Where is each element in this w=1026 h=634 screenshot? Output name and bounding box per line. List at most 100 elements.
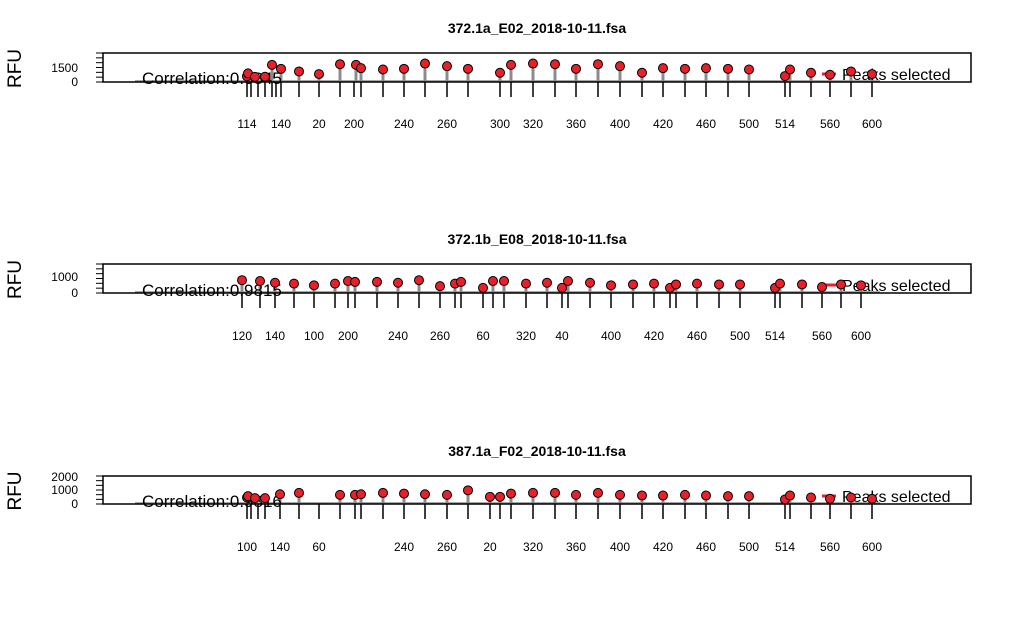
selected-peak-point [495, 67, 505, 78]
selected-peak-point [615, 61, 625, 72]
y-axis-label: RFU [5, 49, 26, 88]
selected-peak-point [488, 276, 498, 287]
trace-peak [809, 73, 813, 82]
selected-peak-point [335, 489, 345, 500]
ladder-tick-label: 600 [851, 329, 871, 343]
ladder-tick-label: 200 [338, 329, 358, 343]
ladder-tick-label: 300 [490, 117, 510, 131]
y-tick-label: 2000 [51, 470, 78, 484]
correlation-label: Correlation:0.9815 [142, 281, 282, 300]
ladder-tick-label: 420 [653, 540, 673, 554]
selected-peak-point [701, 63, 711, 74]
trace-peak [445, 495, 449, 504]
trace-peak [788, 70, 792, 82]
selected-peak-point [294, 66, 304, 77]
selected-peak-point [785, 490, 795, 501]
trace-peak [417, 281, 421, 293]
selected-peak-point [335, 59, 345, 70]
trace-peak [445, 67, 449, 82]
selected-peak-point [628, 279, 638, 290]
selected-peak-point [692, 278, 702, 289]
ladder-tick-label: 420 [644, 329, 664, 343]
selected-peak-point [658, 490, 668, 501]
plot-frame [102, 475, 972, 505]
ladder-tick-label: 560 [820, 117, 840, 131]
selected-peak-point [680, 489, 690, 500]
panel-2: 372.1b_E08_2018-10-11.fsa RFU 0 1000 Correla… [5, 231, 972, 343]
ladder-tick-label: 400 [610, 540, 630, 554]
selected-peak-point [658, 63, 668, 74]
selected-peak-point [378, 487, 388, 498]
ladder-tick-label: 20 [312, 117, 326, 131]
y-tick-label: 1000 [51, 270, 78, 284]
selected-peak-point [420, 58, 430, 69]
ladder-tick-label: 40 [555, 329, 569, 343]
trace-peak [545, 283, 549, 293]
plot-frame [102, 52, 972, 83]
selected-peak-point [356, 63, 366, 74]
trace-peak [359, 495, 363, 504]
trace-peak [618, 67, 622, 82]
plot-frame [102, 263, 972, 294]
correlation-label: Correlation:0.9816 [142, 492, 282, 511]
trace-peak [466, 70, 470, 82]
trace-peak [596, 65, 600, 82]
ladder-tick-label: 500 [739, 117, 759, 131]
selected-peak-point [806, 67, 816, 78]
ladder-tick-label: 560 [812, 329, 832, 343]
selected-peak-point [550, 487, 560, 498]
trace-peak [661, 69, 665, 82]
trace-peak [297, 72, 301, 82]
selected-peak-point [680, 63, 690, 74]
ladder-tick-label: 200 [344, 117, 364, 131]
selected-peak-point [270, 277, 280, 288]
ladder-tick-label: 600 [862, 540, 882, 554]
ladder-tick-label: 500 [730, 329, 750, 343]
selected-peak-point [260, 493, 270, 504]
selected-peak-point [420, 489, 430, 500]
ladder-tick-label: 420 [653, 117, 673, 131]
selected-peak-point [714, 279, 724, 290]
selected-peak-point [571, 63, 581, 74]
selected-peak-point [442, 489, 452, 500]
selected-peak-point [289, 278, 299, 289]
ladder-tick-label: 514 [765, 329, 785, 343]
trace-peak [270, 66, 274, 82]
selected-peak-point [250, 71, 260, 82]
trace-peak [747, 70, 751, 82]
selected-peak-point [557, 282, 567, 293]
trace-peak [333, 284, 337, 293]
ladder-tick-label: 514 [775, 117, 795, 131]
selected-peak-point [780, 71, 790, 82]
ladder-tick-label: 460 [696, 540, 716, 554]
ladder-tick-label: 140 [265, 329, 285, 343]
ladder-tick-label: 320 [516, 329, 536, 343]
trace-peak [396, 283, 400, 293]
trace-peak [402, 494, 406, 504]
ladder-tick-label: 60 [476, 329, 490, 343]
selected-peak-point [463, 63, 473, 74]
ladder-tick-label: 120 [232, 329, 252, 343]
ladder-tick-label: 400 [610, 117, 630, 131]
ladder-tick-label: 140 [270, 540, 290, 554]
selected-peak-point [495, 491, 505, 502]
trace-peak [381, 494, 385, 504]
ladder-tick-label: 260 [437, 540, 457, 554]
trace-peak [338, 65, 342, 82]
selected-peak-point [414, 275, 424, 286]
selected-peak-point [846, 66, 856, 77]
trace-peak [640, 73, 644, 82]
selected-peak-point [593, 59, 603, 70]
selected-peak-point [294, 487, 304, 498]
trace-peak [849, 72, 853, 82]
trace-peak [588, 283, 592, 293]
panel-title: 372.1a_E02_2018-10-11.fsa [448, 20, 626, 36]
ladder-tick-label: 360 [566, 540, 586, 554]
selected-peak-point [542, 277, 552, 288]
ladder-tick-label: 240 [388, 329, 408, 343]
selected-peak-point [701, 490, 711, 501]
ladder-tick-label: 100 [304, 329, 324, 343]
y-axis-label: RFU [5, 260, 26, 299]
